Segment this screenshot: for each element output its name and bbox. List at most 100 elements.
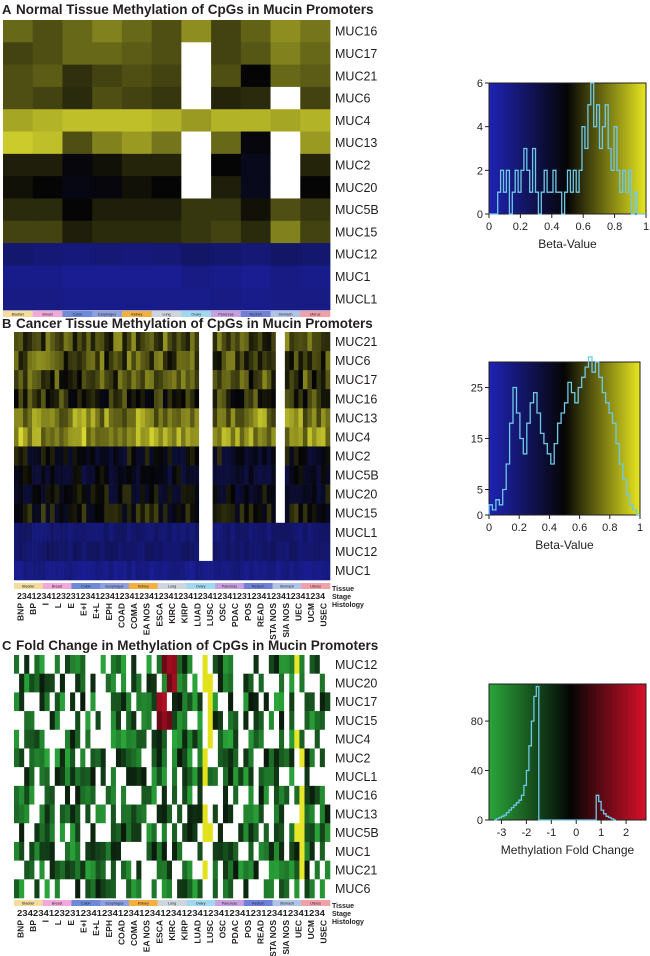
heat-cell xyxy=(146,879,152,899)
heat-cell xyxy=(44,729,50,749)
heat-cell xyxy=(54,389,60,409)
heat-cell xyxy=(253,427,259,447)
x-tick-label: 1 xyxy=(637,522,643,534)
heat-cell xyxy=(131,465,137,485)
heat-cell xyxy=(121,767,127,787)
heat-cell xyxy=(54,560,60,581)
heat-cell xyxy=(49,711,56,731)
heat-cell xyxy=(36,370,42,390)
heat-cell xyxy=(68,560,73,581)
heat-cell xyxy=(122,465,128,485)
heat-cell xyxy=(166,823,173,843)
heat-cell xyxy=(3,287,34,311)
heat-cell xyxy=(325,484,331,504)
heat-cell xyxy=(59,804,66,824)
heat-cell xyxy=(113,465,119,485)
heat-cell xyxy=(141,841,147,861)
heat-cell xyxy=(24,748,30,768)
heat-cell xyxy=(293,446,299,466)
heat-cell xyxy=(99,446,105,466)
heat-cell xyxy=(192,785,198,805)
heat-cell xyxy=(176,541,182,562)
heat-cell xyxy=(108,332,114,352)
heat-cell xyxy=(268,804,275,824)
heat-cell xyxy=(284,711,290,731)
heat-cell xyxy=(207,823,214,843)
heat-cell xyxy=(197,692,203,712)
heat-cell xyxy=(144,408,150,428)
heat-cell xyxy=(131,522,137,543)
panel-b-row-label-tissue: Tissue xyxy=(332,586,354,593)
heat-cell xyxy=(316,503,322,524)
heat-cell xyxy=(27,446,33,466)
heat-cell xyxy=(36,560,42,581)
heat-cell xyxy=(289,823,295,843)
heat-cell xyxy=(81,465,87,485)
heat-cell xyxy=(235,351,241,371)
heat-cell xyxy=(54,446,60,466)
heat-cell xyxy=(208,484,213,504)
heat-cell xyxy=(24,767,30,787)
heat-cell xyxy=(181,465,186,485)
heat-cell xyxy=(104,370,110,390)
heat-cell xyxy=(270,86,301,110)
heat-cell xyxy=(92,86,123,110)
heat-cell xyxy=(248,522,254,543)
heat-cell xyxy=(27,332,33,352)
heat-cell xyxy=(271,560,277,581)
heat-cell xyxy=(27,465,33,485)
heat-cell xyxy=(284,841,290,861)
heat-cell xyxy=(190,484,195,504)
heat-cell xyxy=(181,389,186,409)
heat-cell xyxy=(228,692,234,712)
heat-cell xyxy=(194,389,200,409)
heat-cell xyxy=(54,541,60,562)
heat-cell xyxy=(86,370,92,390)
heat-cell xyxy=(271,351,277,371)
heat-cell xyxy=(300,20,331,43)
heat-cell xyxy=(230,503,236,524)
heat-cell xyxy=(235,408,241,428)
heat-cell xyxy=(211,176,242,199)
heat-cell xyxy=(90,823,96,843)
heat-cell xyxy=(45,389,51,409)
tissue-swatch xyxy=(100,900,130,906)
heat-cell xyxy=(266,370,272,390)
heat-cell xyxy=(248,673,254,693)
heat-cell xyxy=(217,560,222,581)
heat-cell xyxy=(166,692,173,712)
histology-label: EPH xyxy=(104,920,114,937)
heat-cell xyxy=(212,522,218,543)
heat-cell xyxy=(131,748,137,768)
heat-cell xyxy=(90,560,96,581)
tissue-swatch xyxy=(215,900,245,906)
heat-cell xyxy=(32,446,37,466)
heat-cell xyxy=(302,503,308,524)
heat-cell xyxy=(99,351,105,371)
heat-cell xyxy=(45,332,51,352)
heat-cell xyxy=(258,823,265,843)
x-axis-label: Beta-Value xyxy=(535,538,594,552)
heat-cell xyxy=(248,823,254,843)
heat-cell xyxy=(59,560,64,581)
heat-cell xyxy=(299,841,305,861)
heat-cell xyxy=(122,484,128,504)
heat-cell xyxy=(115,729,122,749)
heat-cell xyxy=(158,560,164,581)
heat-cell xyxy=(113,446,119,466)
heat-cell xyxy=(324,823,331,843)
heat-cell xyxy=(115,860,122,880)
heat-cell xyxy=(77,408,83,428)
heat-cell xyxy=(324,729,331,749)
heat-cell xyxy=(284,767,290,787)
heat-cell xyxy=(68,351,73,371)
heat-cell xyxy=(140,351,146,371)
heat-cell xyxy=(121,131,153,155)
heat-cell xyxy=(64,823,71,843)
heat-cell xyxy=(273,841,280,861)
heat-cell xyxy=(86,560,92,581)
histogram-series-line xyxy=(494,685,617,821)
heat-cell xyxy=(172,465,177,485)
heat-cell xyxy=(211,20,242,43)
